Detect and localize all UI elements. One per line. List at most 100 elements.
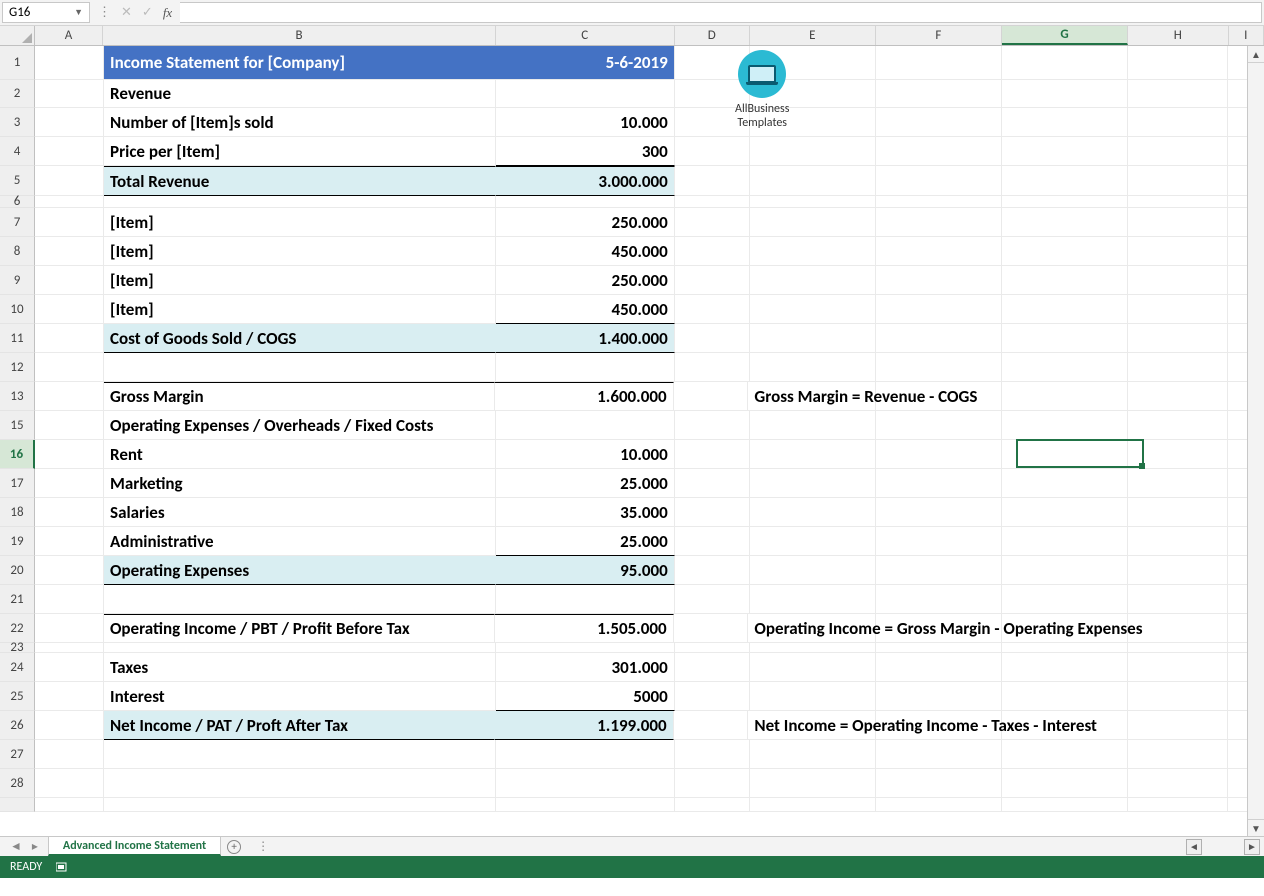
- cell-H24[interactable]: [1128, 653, 1229, 682]
- cell-D23[interactable]: [675, 643, 750, 653]
- cell-A8[interactable]: [35, 237, 104, 266]
- cell-B24[interactable]: Taxes: [104, 653, 496, 682]
- cell-E[interactable]: [750, 798, 876, 812]
- cell-F11[interactable]: [876, 324, 1002, 353]
- cell-B22[interactable]: Operating Income / PBT / Profit Before T…: [104, 614, 495, 643]
- hscroll-right-icon[interactable]: ►: [1244, 839, 1260, 855]
- cell-G28[interactable]: [1002, 769, 1128, 798]
- cell-G18[interactable]: [1002, 498, 1128, 527]
- cell-F17[interactable]: [876, 469, 1002, 498]
- row-header[interactable]: 26: [0, 711, 35, 740]
- cell-G1[interactable]: [1002, 46, 1128, 80]
- cell-C12[interactable]: [496, 353, 675, 382]
- cell-D7[interactable]: [675, 208, 750, 237]
- cell-C25[interactable]: 5000: [496, 682, 675, 711]
- cell-D12[interactable]: [675, 353, 750, 382]
- cell-E20[interactable]: [750, 556, 876, 585]
- column-header-D[interactable]: D: [675, 26, 750, 45]
- cell-D28[interactable]: [675, 769, 750, 798]
- cell-C9[interactable]: 250.000: [496, 266, 675, 295]
- cell-D5[interactable]: [675, 166, 750, 196]
- cell-H27[interactable]: [1128, 740, 1229, 769]
- cell-E27[interactable]: [750, 740, 876, 769]
- cell-G20[interactable]: [1002, 556, 1128, 585]
- cell-A20[interactable]: [35, 556, 104, 585]
- cell-H7[interactable]: [1128, 208, 1229, 237]
- row-header[interactable]: 15: [0, 411, 35, 440]
- cell-A3[interactable]: [35, 108, 104, 137]
- cell-F9[interactable]: [876, 266, 1002, 295]
- cell-B20[interactable]: Operating Expenses: [104, 556, 496, 585]
- cell-F6[interactable]: [876, 196, 1002, 208]
- cell-H5[interactable]: [1128, 166, 1229, 196]
- cell-G2[interactable]: [1002, 80, 1128, 108]
- row-header[interactable]: 7: [0, 208, 35, 237]
- cell-H28[interactable]: [1128, 769, 1229, 798]
- cell-B11[interactable]: Cost of Goods Sold / COGS: [104, 324, 496, 353]
- cell-C4[interactable]: 300: [496, 137, 675, 166]
- cell-C23[interactable]: [496, 643, 675, 653]
- cell-B1[interactable]: Income Statement for [Company]: [104, 46, 496, 80]
- cell-H4[interactable]: [1128, 137, 1229, 166]
- macro-record-icon[interactable]: [56, 861, 70, 873]
- cell-G[interactable]: [1002, 798, 1128, 812]
- row-header[interactable]: 10: [0, 295, 35, 324]
- cell-E6[interactable]: [750, 196, 876, 208]
- cell-F8[interactable]: [876, 237, 1002, 266]
- cell-E16[interactable]: [750, 440, 876, 469]
- horizontal-scrollbar[interactable]: ⋮ ◄ ►: [247, 837, 1264, 856]
- row-header[interactable]: 24: [0, 653, 35, 682]
- cell-C16[interactable]: 10.000: [496, 440, 675, 469]
- column-header-I[interactable]: I: [1229, 26, 1264, 45]
- cell-D13[interactable]: [674, 382, 749, 411]
- row-header[interactable]: 13: [0, 382, 35, 411]
- cell-C18[interactable]: 35.000: [496, 498, 675, 527]
- cell-F18[interactable]: [876, 498, 1002, 527]
- cell-H13[interactable]: [1128, 382, 1228, 411]
- row-header[interactable]: 3: [0, 108, 35, 137]
- cell-D20[interactable]: [675, 556, 750, 585]
- cell-B17[interactable]: Marketing: [104, 469, 496, 498]
- cell-B4[interactable]: Price per [Item]: [104, 137, 496, 166]
- cell-D18[interactable]: [675, 498, 750, 527]
- cell-H10[interactable]: [1128, 295, 1229, 324]
- cell-A21[interactable]: [35, 585, 104, 614]
- cell-F21[interactable]: [876, 585, 1002, 614]
- row-header[interactable]: 20: [0, 556, 35, 585]
- cell-D8[interactable]: [675, 237, 750, 266]
- cell-A22[interactable]: [35, 614, 104, 643]
- cell-H11[interactable]: [1128, 324, 1229, 353]
- column-header-F[interactable]: F: [876, 26, 1002, 45]
- cell-G8[interactable]: [1002, 237, 1128, 266]
- cell-B23[interactable]: [104, 643, 496, 653]
- cell-G13[interactable]: [1002, 382, 1128, 411]
- cell-G3[interactable]: [1002, 108, 1128, 137]
- cell-H21[interactable]: [1128, 585, 1229, 614]
- cell-H15[interactable]: [1128, 411, 1229, 440]
- cell-B18[interactable]: Salaries: [104, 498, 496, 527]
- cell-H23[interactable]: [1128, 643, 1229, 653]
- cell-A17[interactable]: [35, 469, 104, 498]
- cell-H19[interactable]: [1128, 527, 1229, 556]
- row-header[interactable]: 2: [0, 80, 35, 108]
- cell-F3[interactable]: [876, 108, 1002, 137]
- cell-C3[interactable]: 10.000: [496, 108, 675, 137]
- cell-A2[interactable]: [35, 80, 104, 108]
- cell-C2[interactable]: [496, 80, 675, 108]
- cell-F1[interactable]: [876, 46, 1002, 80]
- row-header[interactable]: 27: [0, 740, 35, 769]
- cell-E11[interactable]: [750, 324, 876, 353]
- cell-A11[interactable]: [35, 324, 104, 353]
- cell-F15[interactable]: [876, 411, 1002, 440]
- cell-D26[interactable]: [674, 711, 749, 740]
- row-header[interactable]: 4: [0, 137, 35, 166]
- cell-G4[interactable]: [1002, 137, 1128, 166]
- allbusiness-templates-logo[interactable]: AllBusinessTemplates: [735, 50, 789, 130]
- cell-B8[interactable]: [Item]: [104, 237, 496, 266]
- cell-F25[interactable]: [876, 682, 1002, 711]
- cell-D4[interactable]: [675, 137, 750, 166]
- cell-F7[interactable]: [876, 208, 1002, 237]
- cell-H9[interactable]: [1128, 266, 1229, 295]
- cell-G7[interactable]: [1002, 208, 1128, 237]
- cell-D9[interactable]: [675, 266, 750, 295]
